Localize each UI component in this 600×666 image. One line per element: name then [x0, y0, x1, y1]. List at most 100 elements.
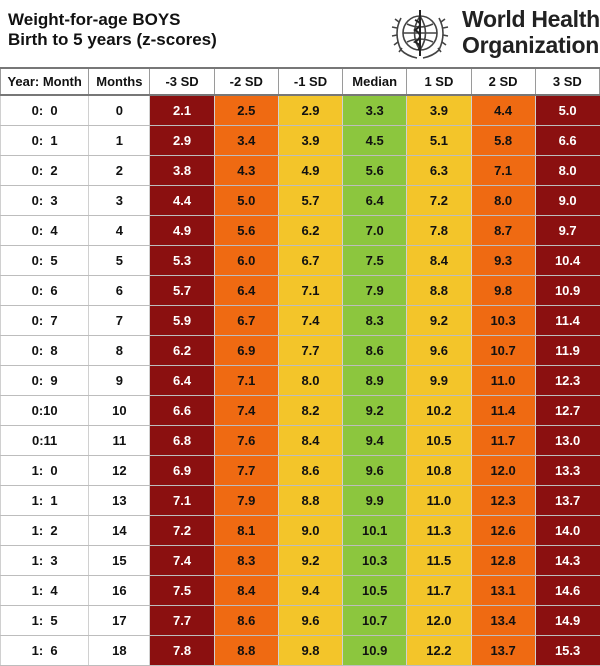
minus2sd-cell: 7.7: [213, 455, 279, 486]
median-cell: 9.6: [342, 455, 407, 486]
2sd-cell: 12.0: [470, 455, 536, 486]
minus2sd-cell: 7.1: [213, 365, 279, 396]
minus3sd-cell: 2.9: [149, 125, 215, 156]
2sd-cell: 11.0: [470, 365, 536, 396]
months-cell: 17: [88, 605, 150, 636]
minus3sd-cell: 5.3: [149, 245, 215, 276]
2sd-cell: 12.8: [470, 545, 536, 576]
table-row: 0: 6 6 5.7 6.4 7.1 7.9 8.8 9.8 10.9: [0, 275, 600, 306]
table-row: 0: 2 2 3.8 4.3 4.9 5.6 6.3 7.1 8.0: [0, 155, 600, 186]
minus1sd-cell: 9.6: [277, 605, 343, 636]
minus1sd-cell: 8.0: [277, 365, 343, 396]
1sd-cell: 8.4: [406, 245, 471, 276]
table-row: 0: 1 1 2.9 3.4 3.9 4.5 5.1 5.8 6.6: [0, 125, 600, 156]
1sd-cell: 11.0: [406, 485, 471, 516]
table-row: 0:10 10 6.6 7.4 8.2 9.2 10.2 11.4 12.7: [0, 395, 600, 426]
minus3sd-cell: 4.9: [149, 215, 215, 246]
column-header-months: Months: [88, 67, 151, 96]
median-cell: 9.9: [342, 485, 407, 516]
3sd-cell: 14.9: [534, 605, 600, 636]
2sd-cell: 10.7: [470, 335, 536, 366]
title-line-1: Weight-for-age BOYS: [8, 10, 181, 29]
2sd-cell: 4.4: [470, 95, 536, 126]
chart-title: Weight-for-age BOYS Birth to 5 years (z-…: [8, 10, 217, 50]
3sd-cell: 12.7: [534, 395, 600, 426]
1sd-cell: 5.1: [406, 125, 471, 156]
3sd-cell: 9.0: [534, 185, 600, 216]
year-month-cell: 0: 2: [0, 155, 89, 186]
minus1sd-cell: 2.9: [277, 95, 343, 126]
minus1sd-cell: 8.4: [277, 425, 343, 456]
2sd-cell: 13.4: [470, 605, 536, 636]
1sd-cell: 9.6: [406, 335, 471, 366]
column-header-1sd: 1 SD: [406, 67, 472, 96]
column-header-median: Median: [342, 67, 408, 96]
3sd-cell: 11.9: [534, 335, 600, 366]
1sd-cell: 6.3: [406, 155, 471, 186]
months-cell: 9: [88, 365, 150, 396]
table-row: 1: 3 15 7.4 8.3 9.2 10.3 11.5 12.8 14.3: [0, 545, 600, 576]
table-row: 0: 7 7 5.9 6.7 7.4 8.3 9.2 10.3 11.4: [0, 305, 600, 336]
2sd-cell: 9.3: [470, 245, 536, 276]
year-month-cell: 1: 0: [0, 455, 89, 486]
median-cell: 6.4: [342, 185, 407, 216]
organization-name: World Health Organization: [462, 6, 600, 58]
3sd-cell: 12.3: [534, 365, 600, 396]
months-cell: 11: [88, 425, 150, 456]
months-cell: 8: [88, 335, 150, 366]
year-month-cell: 1: 6: [0, 635, 89, 666]
minus2sd-cell: 5.6: [213, 215, 279, 246]
1sd-cell: 11.7: [406, 575, 471, 606]
column-header-3sd: 3 SD: [534, 67, 600, 96]
months-cell: 12: [88, 455, 150, 486]
minus3sd-cell: 6.9: [149, 455, 215, 486]
months-cell: 14: [88, 515, 150, 546]
year-month-cell: 0:10: [0, 395, 89, 426]
3sd-cell: 14.0: [534, 515, 600, 546]
months-cell: 7: [88, 305, 150, 336]
2sd-cell: 12.6: [470, 515, 536, 546]
minus3sd-cell: 5.9: [149, 305, 215, 336]
year-month-cell: 0: 0: [0, 95, 89, 126]
column-header-year-month: Year: Month: [0, 67, 90, 96]
median-cell: 10.7: [342, 605, 407, 636]
year-month-cell: 0: 3: [0, 185, 89, 216]
minus2sd-cell: 6.7: [213, 305, 279, 336]
3sd-cell: 13.3: [534, 455, 600, 486]
column-header-minus3sd: -3 SD: [149, 67, 215, 96]
median-cell: 3.3: [342, 95, 407, 126]
median-cell: 7.9: [342, 275, 407, 306]
3sd-cell: 14.3: [534, 545, 600, 576]
year-month-cell: 1: 5: [0, 605, 89, 636]
table-row: 0:11 11 6.8 7.6 8.4 9.4 10.5 11.7 13.0: [0, 425, 600, 456]
3sd-cell: 9.7: [534, 215, 600, 246]
table-row: 0: 3 3 4.4 5.0 5.7 6.4 7.2 8.0 9.0: [0, 185, 600, 216]
minus3sd-cell: 7.4: [149, 545, 215, 576]
3sd-cell: 13.0: [534, 425, 600, 456]
2sd-cell: 12.3: [470, 485, 536, 516]
median-cell: 7.0: [342, 215, 407, 246]
table-row: 1: 4 16 7.5 8.4 9.4 10.5 11.7 13.1 14.6: [0, 575, 600, 606]
year-month-cell: 1: 1: [0, 485, 89, 516]
3sd-cell: 11.4: [534, 305, 600, 336]
months-cell: 4: [88, 215, 150, 246]
1sd-cell: 12.2: [406, 635, 471, 666]
2sd-cell: 5.8: [470, 125, 536, 156]
1sd-cell: 9.2: [406, 305, 471, 336]
1sd-cell: 8.8: [406, 275, 471, 306]
3sd-cell: 6.6: [534, 125, 600, 156]
median-cell: 5.6: [342, 155, 407, 186]
table-row: 1: 1 13 7.1 7.9 8.8 9.9 11.0 12.3 13.7: [0, 485, 600, 516]
minus2sd-cell: 2.5: [213, 95, 279, 126]
3sd-cell: 5.0: [534, 95, 600, 126]
median-cell: 10.3: [342, 545, 407, 576]
median-cell: 9.4: [342, 425, 407, 456]
2sd-cell: 10.3: [470, 305, 536, 336]
months-cell: 3: [88, 185, 150, 216]
minus2sd-cell: 8.1: [213, 515, 279, 546]
year-month-cell: 0:11: [0, 425, 89, 456]
year-month-cell: 0: 9: [0, 365, 89, 396]
minus2sd-cell: 7.9: [213, 485, 279, 516]
median-cell: 7.5: [342, 245, 407, 276]
year-month-cell: 0: 8: [0, 335, 89, 366]
